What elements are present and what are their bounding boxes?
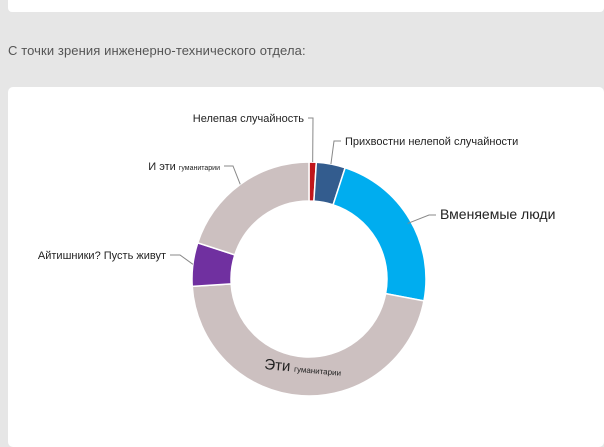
slice-label-also-humanities: И эти гуманитарии: [148, 161, 220, 173]
slice-label-also-humanities-main: И эти: [148, 161, 176, 173]
slice-humanities: [191, 283, 425, 397]
section-heading: С точки зрения инженерно-технического от…: [8, 43, 306, 58]
slice-sane-people: [332, 166, 427, 302]
top-card: [8, 0, 604, 12]
leader-line-it-people: [170, 254, 194, 265]
slice-label-accident: Нелепая случайность: [193, 113, 304, 125]
donut-chart: Нелепая случайность Прихвостни нелепой с…: [38, 113, 555, 397]
leader-line-accident: [308, 117, 314, 163]
slice-label-humanities-main: Эти: [264, 356, 291, 375]
slice-label-also-humanities-small: гуманитарии: [179, 165, 220, 172]
leader-line-also-humanities: [224, 165, 241, 185]
leader-line-henchmen: [330, 140, 341, 165]
slice-also-humanities: [196, 161, 310, 256]
slice-label-it-people: Айтишники? Пусть живут: [38, 250, 166, 262]
leader-lines: [170, 117, 436, 265]
slice-label-sane-people: Вменяемые люди: [440, 206, 555, 222]
chart-card: Нелепая случайность Прихвостни нелепой с…: [8, 87, 604, 447]
leader-line-sane-people: [407, 214, 436, 224]
donut-slices: [191, 161, 427, 397]
slice-label-humanities-small: гуманитарии: [294, 365, 342, 378]
slice-label-henchmen: Прихвостни нелепой случайности: [345, 136, 518, 148]
slice-label-humanities: Эти гуманитарии: [264, 356, 342, 380]
